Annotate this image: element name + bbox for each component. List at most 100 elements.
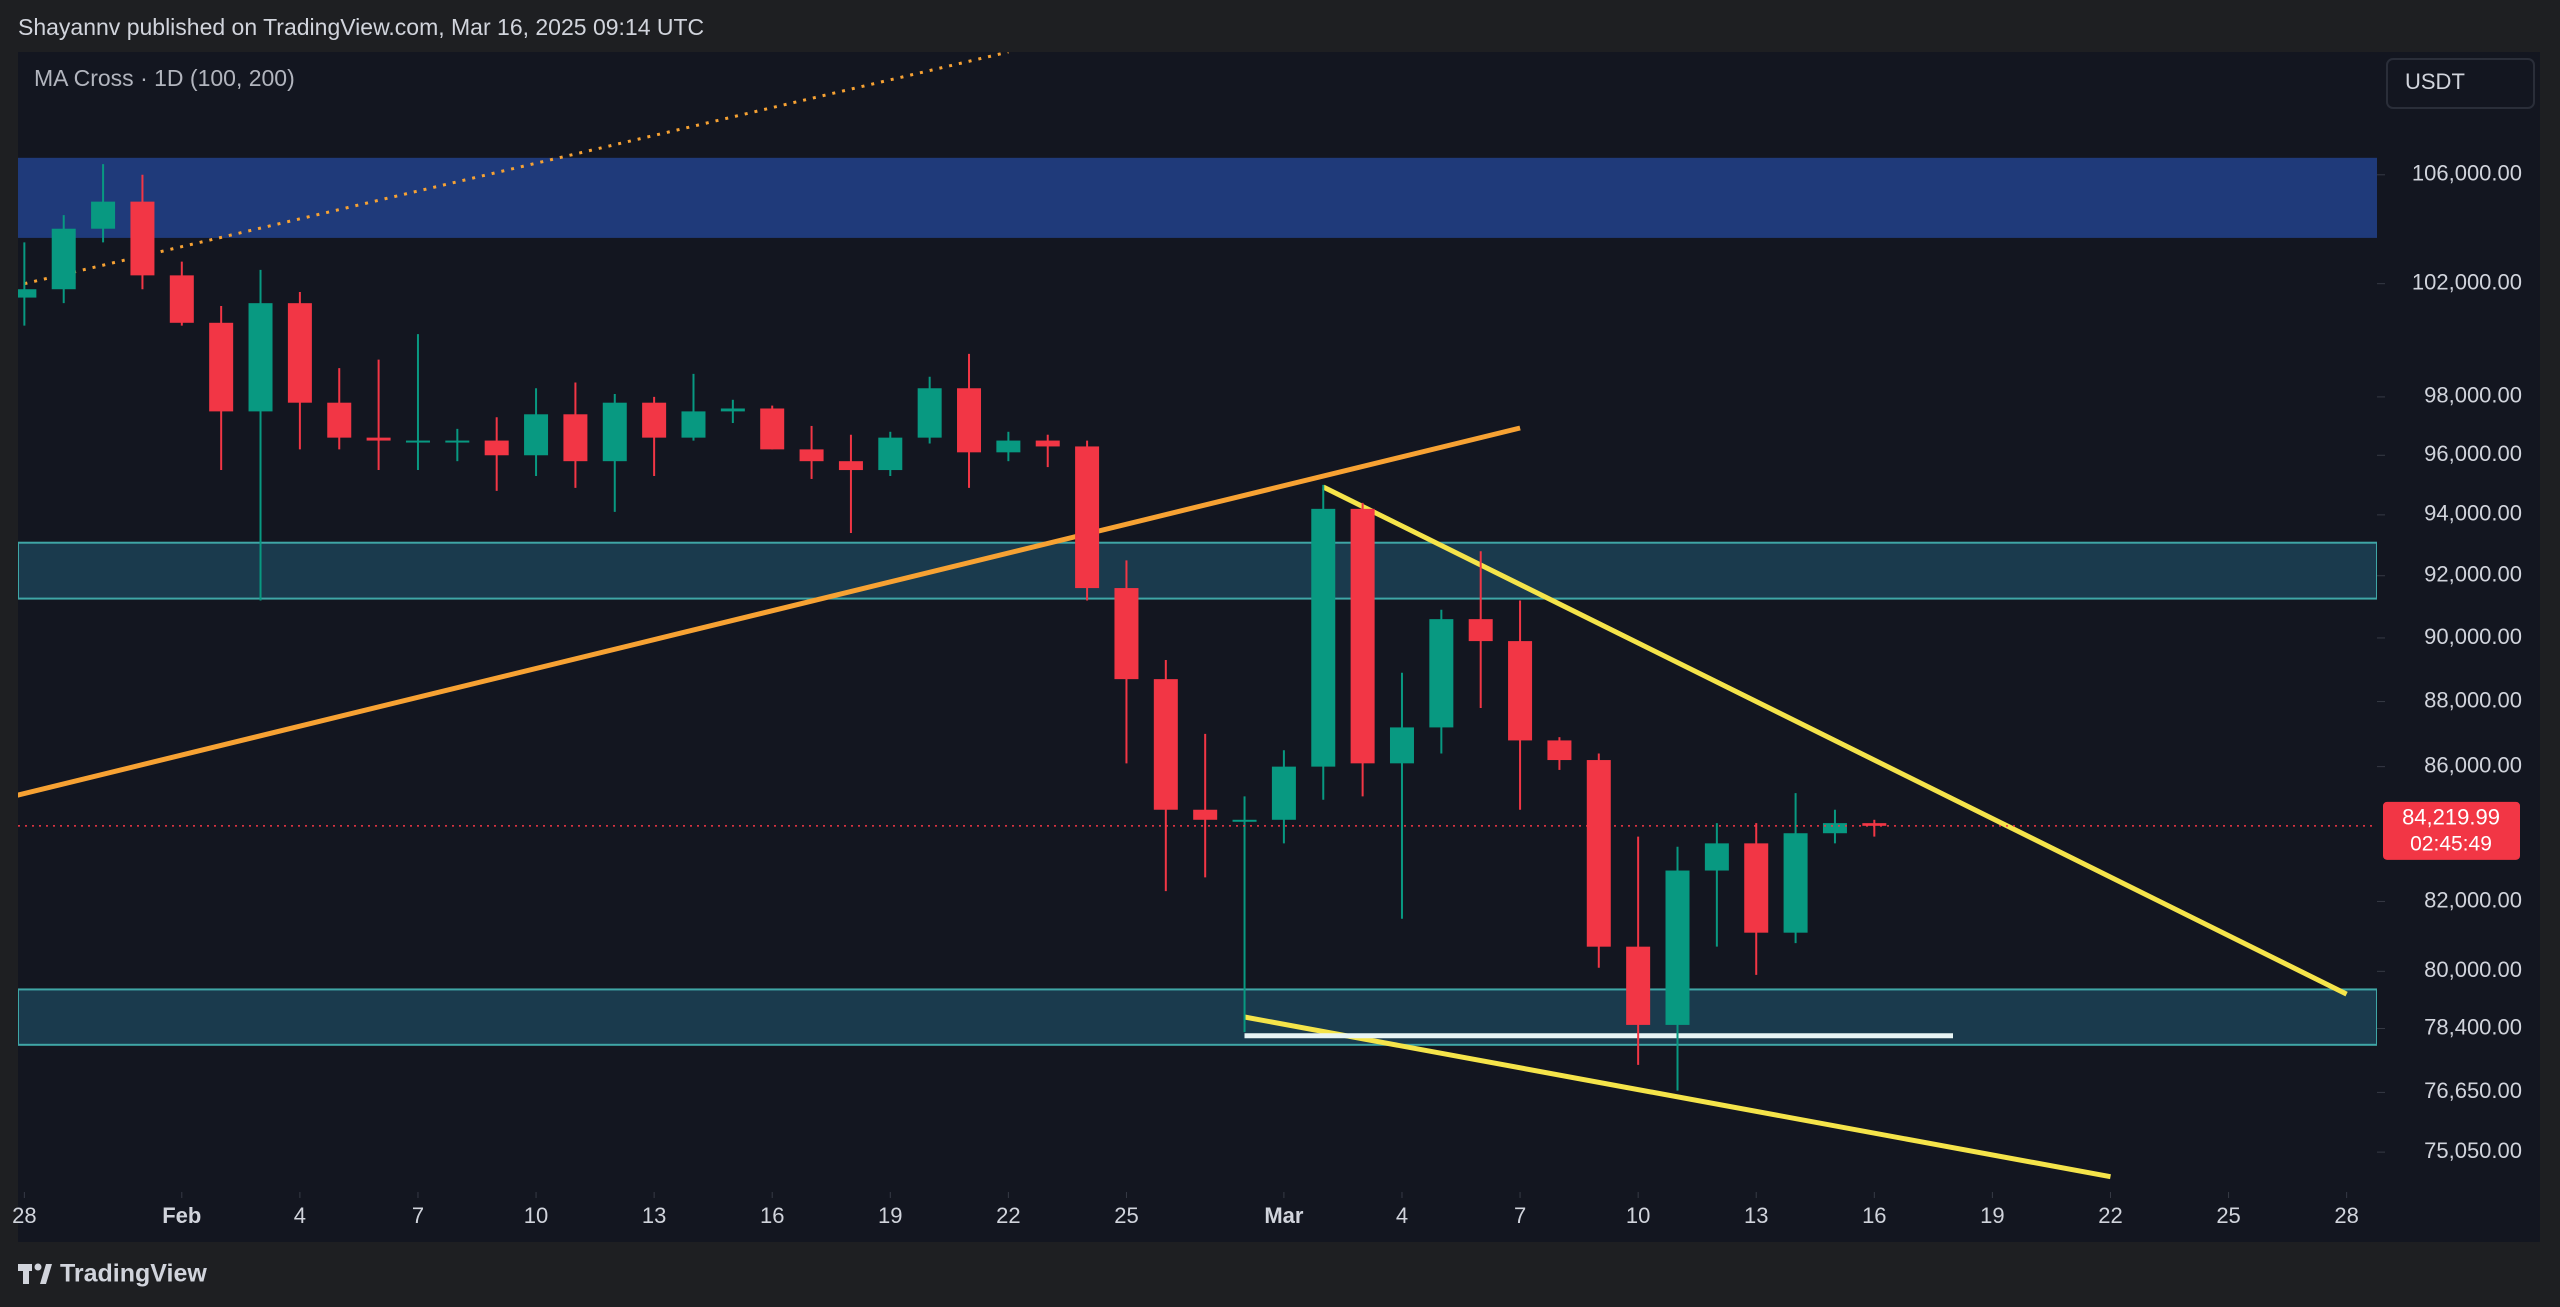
currency-box[interactable] <box>2386 58 2535 109</box>
x-tick-label: 16 <box>1862 1203 1886 1228</box>
candle-body <box>1114 588 1139 680</box>
candle-body <box>484 440 509 456</box>
candle-body <box>1586 760 1611 947</box>
y-tick-label: 82,000.00 <box>2424 887 2522 912</box>
price-axis <box>2377 52 2540 1242</box>
x-tick-label: 22 <box>2098 1203 2122 1228</box>
x-tick-label: 10 <box>1626 1203 1650 1228</box>
x-tick-label: 4 <box>1396 1203 1408 1228</box>
author-line: Shayannv published on TradingView.com, M… <box>18 14 704 40</box>
y-tick-label: 98,000.00 <box>2424 383 2522 408</box>
y-tick-label: 75,050.00 <box>2424 1138 2522 1163</box>
candle-body <box>51 228 76 290</box>
indicator-label: MA Cross · 1D (100, 200) <box>34 65 295 91</box>
trend-line <box>24 52 1009 286</box>
x-tick-label: 4 <box>294 1203 306 1228</box>
candle-body <box>996 440 1021 453</box>
y-tick-label: 94,000.00 <box>2424 501 2522 526</box>
x-tick-label: 13 <box>642 1203 666 1228</box>
candle-body <box>878 437 903 471</box>
candle-body <box>1822 823 1847 834</box>
candle-body <box>1232 819 1257 822</box>
x-tick-label: 7 <box>1514 1203 1526 1228</box>
x-tick-label: 28 <box>2334 1203 2358 1228</box>
candle-body <box>957 388 982 453</box>
trend-line <box>1322 484 2348 997</box>
y-tick-label: 106,000.00 <box>2412 161 2522 186</box>
candle-body <box>1035 440 1060 447</box>
x-tick-label: 10 <box>524 1203 548 1228</box>
candle-body <box>1468 619 1493 642</box>
candle-body <box>1783 833 1808 933</box>
x-tick-label: 19 <box>878 1203 902 1228</box>
candle-body <box>248 303 273 412</box>
candle-body <box>524 414 549 456</box>
candle-body <box>602 402 627 462</box>
y-tick-label: 90,000.00 <box>2424 624 2522 649</box>
y-tick-label: 88,000.00 <box>2424 687 2522 712</box>
candle-body <box>130 201 155 276</box>
brand-logo <box>18 1263 52 1284</box>
candle-body <box>642 402 667 438</box>
candle-body <box>405 440 430 443</box>
candle-body <box>169 275 194 323</box>
last-price-box <box>2383 801 2520 860</box>
candle-body <box>681 411 706 438</box>
x-tick-label: 25 <box>2216 1203 2240 1228</box>
candle-body <box>1075 446 1100 589</box>
y-tick-label: 102,000.00 <box>2412 269 2522 294</box>
candle-body <box>1547 740 1572 761</box>
candle-body <box>563 414 588 462</box>
y-tick-label: 92,000.00 <box>2424 562 2522 587</box>
x-tick-label: 25 <box>1114 1203 1138 1228</box>
countdown: 02:45:49 <box>2410 832 2492 855</box>
x-tick-label: 13 <box>1744 1203 1768 1228</box>
candle-body <box>1350 508 1375 764</box>
candle-body <box>1665 870 1690 1025</box>
zone <box>18 988 2377 1046</box>
y-tick-label: 76,650.00 <box>2424 1078 2522 1103</box>
candle-body <box>838 461 863 471</box>
candle-body <box>366 437 391 441</box>
x-tick-label: 28 <box>12 1203 36 1228</box>
candle-body <box>799 449 824 462</box>
candle-body <box>1626 946 1651 1025</box>
candle-body <box>1744 843 1769 933</box>
candle-body <box>1153 679 1178 810</box>
candle-body <box>445 440 470 443</box>
candle-body <box>91 201 116 229</box>
candle-body <box>1311 508 1336 767</box>
candle-body <box>917 388 942 438</box>
candle-body <box>18 289 37 298</box>
candle-body <box>760 408 785 450</box>
trend-line <box>18 425 1521 798</box>
x-tick-label: Mar <box>1264 1203 1304 1228</box>
candle-body <box>720 408 745 412</box>
candle-body <box>1271 766 1296 820</box>
x-tick-label: 19 <box>1980 1203 2004 1228</box>
candle-body <box>209 322 234 412</box>
candle-body <box>1862 823 1887 826</box>
y-tick-label: 96,000.00 <box>2424 441 2522 466</box>
candle-body <box>1193 809 1218 820</box>
candle-body <box>1508 641 1533 741</box>
candle-body <box>287 303 312 403</box>
x-tick-label: 16 <box>760 1203 784 1228</box>
candle-body <box>1389 727 1414 764</box>
last-price-label: 84,219.99 <box>2402 805 2500 830</box>
y-tick-label: 80,000.00 <box>2424 957 2522 982</box>
x-tick-label: Feb <box>162 1203 201 1228</box>
zone <box>18 541 2377 600</box>
brand: TradingView <box>60 1260 207 1288</box>
currency: USDT <box>2405 69 2465 94</box>
zone <box>18 157 2377 238</box>
x-tick-label: 7 <box>412 1203 424 1228</box>
y-tick-label: 78,400.00 <box>2424 1014 2522 1039</box>
candle-body <box>327 402 352 438</box>
candle-body <box>1704 843 1729 871</box>
x-tick-label: 22 <box>996 1203 1020 1228</box>
candle-body <box>1429 619 1454 728</box>
y-tick-label: 86,000.00 <box>2424 752 2522 777</box>
trend-line <box>1244 1014 2111 1180</box>
